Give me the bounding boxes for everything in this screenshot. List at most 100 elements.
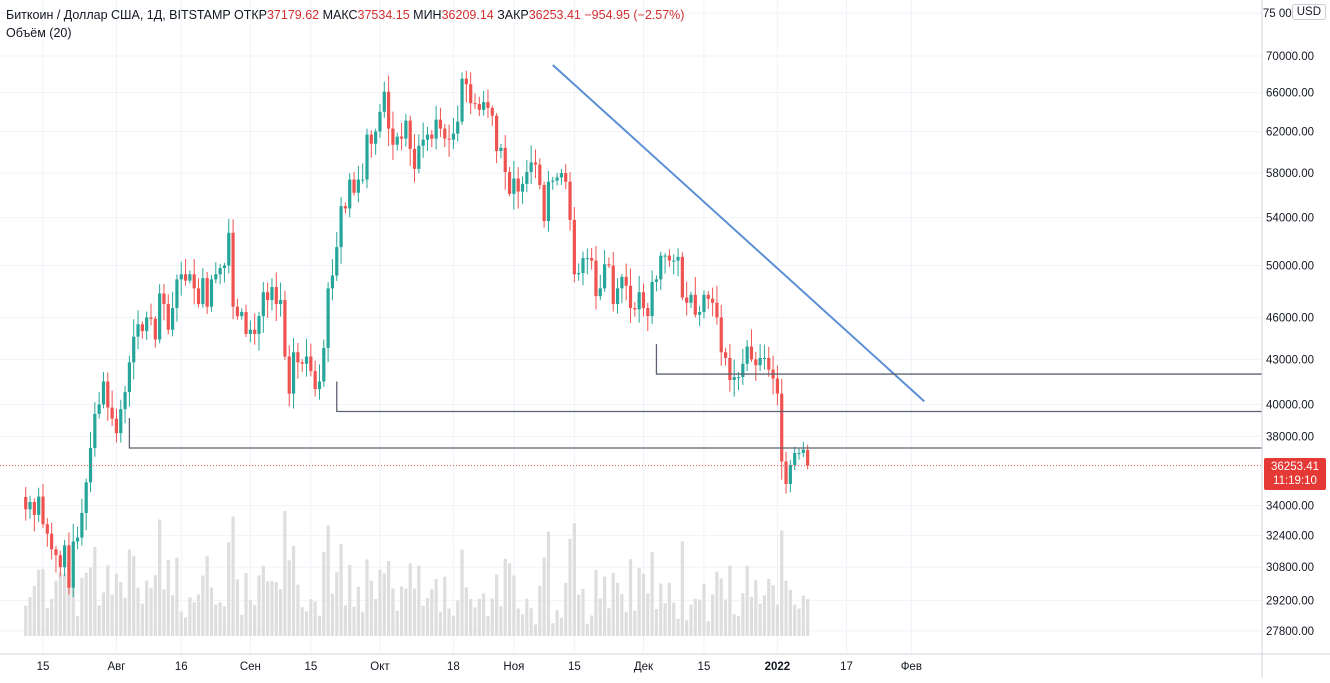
candle-body (158, 293, 162, 340)
candle (179, 261, 183, 296)
currency-button[interactable]: USD (1291, 4, 1326, 20)
annotation-layer (0, 64, 1262, 467)
volume-bar (97, 605, 101, 636)
volume-bar (343, 605, 347, 636)
candle (365, 128, 369, 189)
candle-body (780, 393, 784, 462)
candle (723, 347, 728, 366)
volume-bar (784, 580, 788, 636)
candle-body (352, 179, 356, 193)
candle (41, 483, 45, 528)
volume-bar (495, 574, 499, 636)
candle-body (490, 107, 494, 116)
horizontal-level (128, 417, 1262, 449)
candle-body (356, 179, 360, 193)
candle-body (564, 173, 568, 182)
candle-body (149, 317, 153, 319)
volume-bar (706, 621, 710, 636)
candle (54, 545, 58, 573)
candle (58, 550, 62, 577)
candle (171, 291, 175, 337)
candle-body (291, 352, 296, 394)
volume-bar (486, 615, 490, 636)
candle (784, 451, 788, 494)
symbol-title[interactable]: Биткоин / Доллар США, 1Д, BITSTAMP (6, 8, 231, 22)
volume-indicator-label[interactable]: Объём (20) (6, 26, 72, 40)
trendline (552, 64, 925, 403)
volume-bar (749, 596, 754, 636)
volume-bar (222, 606, 227, 636)
volume-bar (153, 575, 157, 636)
candle (486, 89, 490, 119)
candle-body (365, 134, 369, 180)
y-tick-label: 38000.00 (1266, 431, 1314, 443)
volume-bar (438, 611, 443, 636)
candle (438, 107, 443, 138)
candle-body (594, 260, 598, 297)
y-tick-label: 29200.00 (1266, 595, 1314, 607)
volume-bar (196, 594, 201, 636)
y-tick-label: 27800.00 (1266, 626, 1314, 638)
candle (797, 447, 801, 460)
volume-bar (50, 598, 54, 636)
candle-body (41, 496, 45, 525)
candle-body (676, 256, 680, 261)
candle (469, 72, 473, 115)
y-tick-label: 50000.00 (1266, 261, 1314, 273)
candle (188, 270, 192, 284)
volume-bar (767, 578, 771, 636)
candle-body (447, 138, 451, 140)
candle-body (598, 288, 602, 297)
candle (460, 72, 464, 125)
candle-body (577, 273, 581, 275)
candle-body (728, 357, 732, 381)
candle (464, 70, 468, 103)
candle (525, 159, 529, 193)
candle-body (568, 181, 572, 220)
candle (745, 340, 749, 372)
volume-bar (628, 559, 633, 636)
volume-bar (101, 592, 106, 636)
candle-body (274, 287, 278, 305)
volume-bar (227, 542, 231, 636)
volume-bar (430, 589, 434, 636)
volume-bar (434, 579, 438, 636)
x-tick-label: Ноя (503, 661, 524, 673)
volume-bar (404, 588, 408, 636)
volume-bar (745, 565, 749, 636)
candle-body (516, 178, 520, 192)
candle-body (119, 409, 123, 434)
candle (296, 342, 300, 379)
volume-bar (106, 565, 110, 636)
candle-body (434, 119, 438, 139)
candle-body (114, 418, 119, 434)
volume-bar (63, 573, 67, 636)
candle (343, 202, 347, 214)
candle (590, 247, 594, 270)
volume-bar (140, 603, 144, 636)
candle (240, 308, 244, 320)
volume-bar (659, 583, 663, 636)
candle (559, 168, 563, 186)
y-tick-label: 58000.00 (1266, 168, 1314, 180)
candle (326, 282, 330, 363)
volume-bar (231, 516, 235, 636)
candle (231, 219, 235, 320)
candle-body (106, 381, 110, 408)
candle-body (797, 452, 801, 454)
candle-body (132, 336, 136, 363)
x-tick-label: 2022 (765, 661, 791, 673)
candle (555, 172, 559, 186)
volume-bar (564, 582, 568, 636)
candle-body (551, 180, 555, 182)
candle (335, 231, 339, 281)
volume-bar (758, 603, 762, 636)
candle (417, 134, 421, 174)
volume-bar (711, 594, 715, 636)
candle (754, 352, 758, 381)
candle (529, 145, 533, 184)
candle (568, 172, 572, 231)
candle (456, 105, 460, 142)
